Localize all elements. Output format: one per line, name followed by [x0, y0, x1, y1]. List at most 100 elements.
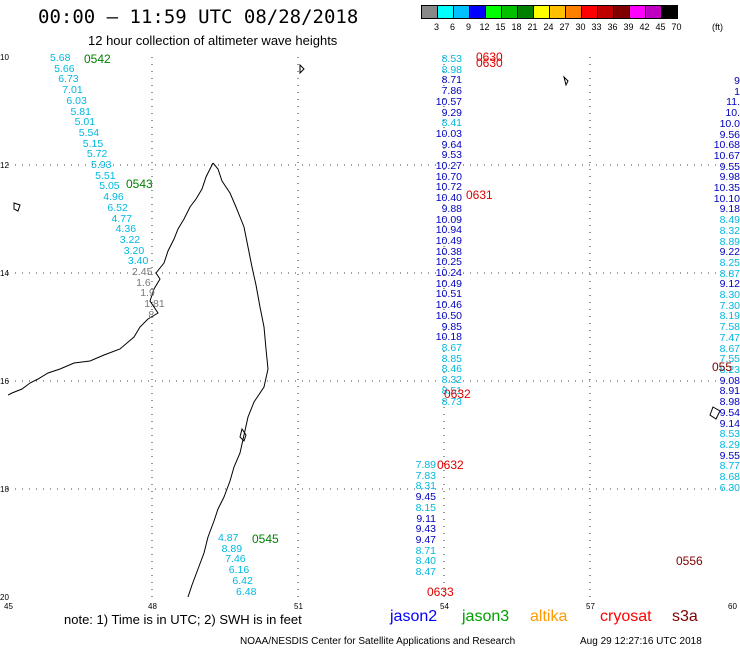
scale-swatch	[565, 5, 582, 19]
swh-value: 8.87	[719, 267, 740, 280]
swh-value: 6.52	[107, 201, 128, 214]
scale-label: 24	[543, 22, 554, 32]
swh-value: 8.89	[719, 235, 740, 248]
time-0633: 0633	[427, 585, 454, 599]
scale-label: 30	[575, 22, 586, 32]
swh-value: 8.98	[441, 63, 462, 76]
swh-value: 9.64	[441, 138, 462, 151]
scale-label: 42	[639, 22, 650, 32]
swh-value: 9.98	[719, 171, 740, 184]
swh-value: 10.03	[435, 127, 462, 140]
swh-value: 7.86	[441, 85, 462, 98]
lat-label-12: 12	[0, 161, 9, 170]
time-0542: 0542	[84, 52, 111, 66]
scale-label: 15	[495, 22, 506, 32]
swh-value: 7.58	[719, 321, 740, 334]
time-0632b: 0632	[437, 458, 464, 472]
footer-note: note: 1) Time is in UTC; 2) SWH is in fe…	[64, 612, 302, 627]
swh-value: 6.48	[236, 585, 257, 598]
swh-value: 9.18	[719, 203, 740, 216]
swh-value: 9.11	[416, 512, 436, 525]
lon-label-48: 48	[148, 602, 157, 611]
scale-label: 6	[449, 22, 455, 32]
scale-swatch	[453, 5, 470, 19]
swh-value: 8.23	[719, 363, 740, 376]
scale-swatch	[437, 5, 454, 19]
time-0630a: 0630	[476, 50, 503, 64]
swh-value: 10.70	[435, 170, 462, 183]
swh-value: 8.30	[719, 289, 740, 302]
swh-value: 8.68	[719, 471, 740, 484]
scale-label: 12	[479, 22, 490, 32]
swh-value: 8.53	[441, 53, 462, 65]
swh-value: 8	[148, 308, 155, 321]
swh-value: 8.29	[719, 438, 740, 451]
swh-value: 5.66	[54, 62, 75, 75]
track-east: 9 1 11. 10. 10.0 9.56 10.68 10.67 9.55 9.98 10.35 1…	[660, 76, 740, 493]
scale-unit: (ft)	[712, 22, 723, 32]
swh-value: 9.54	[719, 406, 740, 419]
sat-jason3: jason3	[462, 608, 510, 625]
swh-value: 6.30	[719, 481, 740, 494]
color-scale	[421, 5, 678, 19]
scale-swatch	[501, 5, 518, 19]
swh-value: 8.32	[719, 224, 740, 237]
time-0556: 0556	[676, 554, 703, 568]
swh-value: 10.27	[435, 160, 462, 173]
lat-label-18: 18	[0, 485, 9, 494]
swh-value: 4.96	[103, 191, 124, 204]
scale-label: 70	[671, 22, 682, 32]
swh-value: 8.71	[441, 74, 462, 87]
swh-value: 8.46	[441, 363, 462, 376]
swh-value: 8.41	[441, 117, 462, 130]
swh-value: 8.49	[719, 214, 740, 227]
swh-value: 9.43	[415, 523, 436, 536]
swh-value: 8.15	[415, 501, 436, 514]
scale-label: 39	[623, 22, 634, 32]
scale-label: 27	[559, 22, 570, 32]
swh-value: 9.47	[415, 533, 436, 546]
lon-label-51: 51	[294, 602, 303, 611]
swh-value: 7.47	[719, 331, 740, 344]
swh-value: 8.85	[441, 352, 462, 365]
swh-value: 10.25	[435, 256, 462, 269]
lon-label-54: 54	[440, 602, 449, 611]
swh-value: 1	[734, 85, 740, 98]
swh-value: 8.51	[441, 384, 462, 397]
time-0555: 055	[712, 360, 733, 374]
scale-swatch	[645, 5, 662, 19]
swh-value: 8.71	[415, 544, 436, 557]
color-scale-labels: 3 6 9 12 15 18 21 24 27 30 33 36 39 42 45 70	[422, 22, 728, 34]
time-0631: 0631	[466, 188, 493, 202]
scale-label: 9	[465, 22, 471, 32]
swh-value: 9.55	[719, 160, 740, 173]
swh-value: 5.68	[50, 52, 71, 64]
swh-value: 6.73	[58, 73, 79, 86]
swh-value: 9.55	[719, 449, 740, 462]
swh-value: 3.22	[119, 233, 141, 246]
swh-value: 9	[734, 75, 740, 87]
swh-value: 4.77	[111, 212, 132, 225]
swh-value: 10.57	[435, 95, 462, 108]
swh-value: 9.85	[441, 320, 462, 333]
swh-value: 2.45	[132, 266, 153, 278]
scale-swatch	[421, 5, 438, 19]
swh-value: 10.51	[435, 288, 462, 301]
swh-value: 8.91	[719, 385, 740, 398]
lat-label-10: 10	[0, 53, 9, 62]
swh-value: 8.19	[719, 310, 740, 323]
swh-value: 5.01	[74, 116, 96, 129]
scale-swatch	[517, 5, 534, 19]
swh-value: 8.40	[415, 555, 436, 568]
swh-value: 8.31	[415, 480, 436, 493]
swh-value: 10.40	[435, 192, 462, 205]
map-area	[8, 57, 736, 597]
swh-value: 10.68	[713, 139, 740, 152]
swh-value: 10.46	[435, 299, 462, 312]
swh-value: 8.32	[441, 374, 462, 387]
scale-swatch	[533, 5, 550, 19]
swh-value: 8.73	[441, 395, 462, 408]
time-0630b: 0630	[476, 56, 503, 70]
swh-value: 10.38	[435, 245, 462, 258]
swh-value: 4.36	[115, 223, 137, 236]
